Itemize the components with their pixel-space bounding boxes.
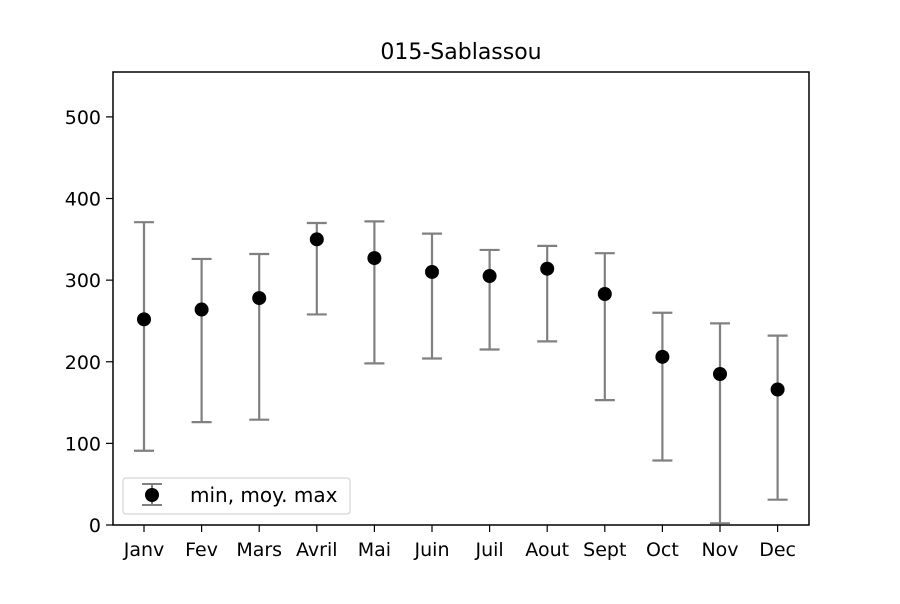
y-tick-label: 300 [65,270,101,292]
x-axis: Janv Fev Mars Avril Mai Juin Juil Aout Sept Oct No… [123,525,796,561]
mean-point [655,349,670,364]
x-tick-label: Janv [123,539,165,561]
y-tick-label: 0 [89,515,101,537]
legend-marker [145,488,159,502]
x-tick-label: Aout [525,539,569,561]
x-tick-label: Nov [701,539,738,561]
x-tick-label: Sept [583,539,626,561]
legend-box [122,477,351,515]
mean-point [482,269,497,284]
x-tick-label: Juin [414,539,450,561]
legend-label: min, moy. max [190,483,338,507]
error-bars [134,220,788,525]
mean-point [252,291,267,306]
x-tick-label: Mai [358,539,391,561]
mean-markers [137,232,785,397]
mean-point [194,302,209,317]
y-tick-label: 500 [65,107,101,129]
plot-area [112,71,810,526]
legend: min, moy. max [122,477,351,515]
mean-point [713,367,727,381]
mean-point [425,264,439,279]
x-tick-label: Juil [474,539,503,561]
mean-point [597,287,612,302]
y-tick-label: 100 [65,433,101,455]
x-tick-label: Dec [759,539,796,561]
y-tick-label: 200 [65,352,101,374]
y-axis: 0 100 200 300 400 500 [65,107,113,537]
x-tick-label: Avril [296,539,338,561]
x-tick-label: Mars [236,539,282,561]
x-tick-label: Fev [185,539,218,561]
x-tick-label: Oct [646,539,679,561]
y-tick-label: 400 [65,189,101,211]
chart-title: 015-Sablassou [380,40,541,65]
mean-point [770,382,785,397]
mean-point [367,251,382,266]
mean-point [540,261,555,276]
mean-point [309,232,324,247]
mean-point [137,312,151,327]
